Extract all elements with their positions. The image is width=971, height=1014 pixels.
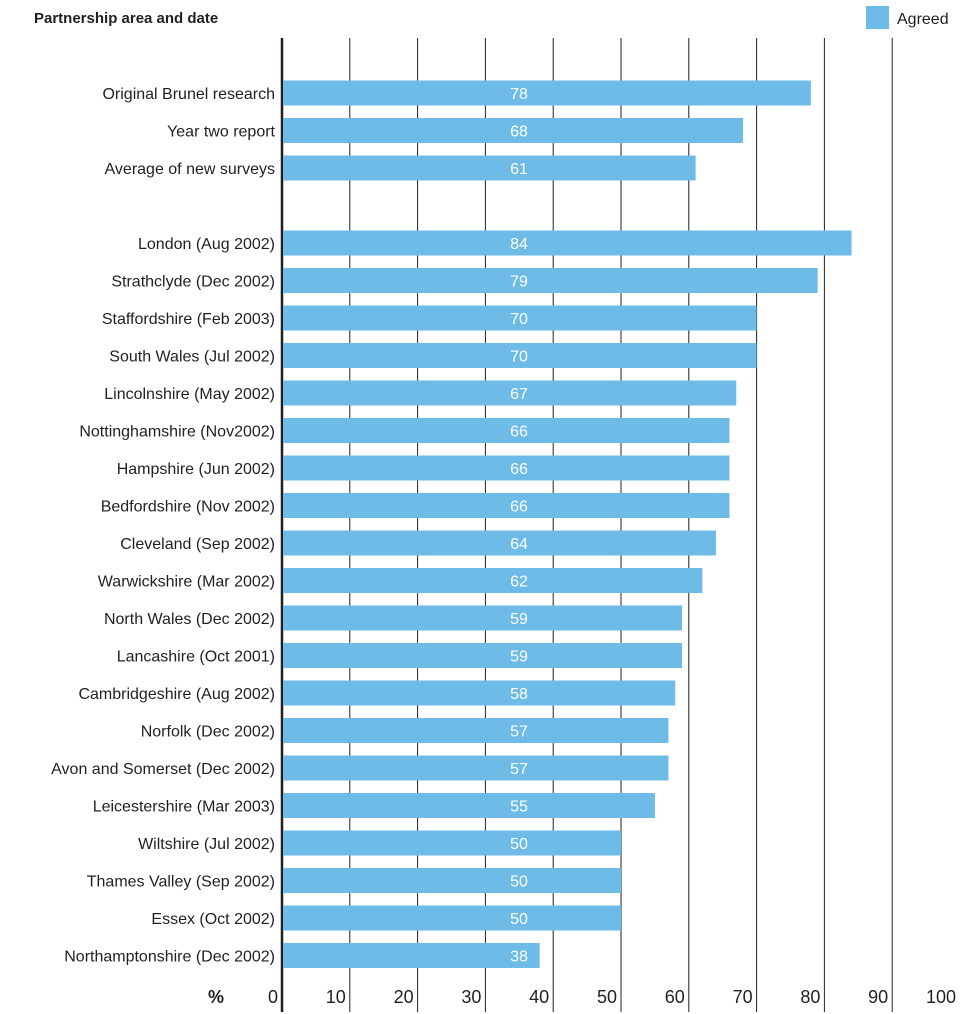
- category-label: Thames Valley (Sep 2002): [87, 874, 275, 891]
- category-label: Norfolk (Dec 2002): [141, 724, 275, 741]
- x-tick-label-100: 100: [926, 987, 956, 1007]
- bar: [283, 230, 852, 256]
- bar: [283, 493, 730, 518]
- category-label: Staffordshire (Feb 2003): [102, 311, 275, 328]
- bar: [283, 455, 730, 481]
- bar-value-label: 66: [510, 424, 528, 441]
- bar: [283, 868, 621, 893]
- bar-value-label: 62: [510, 574, 528, 591]
- x-tick-label-20: 20: [394, 987, 414, 1007]
- x-axis-unit-label: %: [208, 987, 224, 1007]
- bar-value-label: 67: [510, 386, 528, 403]
- chart-heading: Partnership area and date: [34, 10, 218, 27]
- bar: [283, 343, 757, 368]
- bar: [283, 943, 540, 968]
- bar-value-label: 70: [510, 349, 528, 366]
- x-tick-label-60: 60: [665, 987, 685, 1007]
- bar-value-label: 50: [510, 836, 528, 853]
- bar: [283, 718, 669, 743]
- x-tick-label-90: 90: [868, 987, 888, 1007]
- category-label: Nottinghamshire (Nov2002): [79, 424, 275, 441]
- category-label: Avon and Somerset (Dec 2002): [51, 761, 275, 778]
- bar: [283, 830, 621, 856]
- bar-value-label: 66: [510, 461, 528, 478]
- category-label: Lancashire (Oct 2001): [117, 649, 275, 666]
- bar-value-label: 50: [510, 874, 528, 891]
- bar-value-label: 57: [510, 761, 528, 778]
- bar-value-label: 66: [510, 499, 528, 516]
- x-tick-label-30: 30: [461, 987, 481, 1007]
- x-tick-label-0: 0: [268, 987, 278, 1007]
- category-label: Lincolnshire (May 2002): [104, 386, 275, 403]
- bar: [283, 568, 703, 593]
- category-label: Warwickshire (Mar 2002): [98, 574, 275, 591]
- bar: [283, 80, 811, 106]
- bar-value-label: 84: [510, 236, 528, 253]
- bar: [283, 680, 676, 706]
- bar: [283, 643, 683, 668]
- bars: 78 68 61 84 79 70 70 67 66 66 66 64 62 59 59 58 57 57 55 50…: [283, 80, 852, 968]
- bar: [283, 605, 683, 631]
- bar: [283, 530, 716, 556]
- category-label: London (Aug 2002): [138, 236, 275, 253]
- category-labels: Original Brunel research Year two report A…: [51, 86, 275, 966]
- category-label: South Wales (Jul 2002): [109, 349, 275, 366]
- bar-value-label: 70: [510, 311, 528, 328]
- bar-value-label: 50: [510, 911, 528, 928]
- category-label: Cleveland (Sep 2002): [120, 536, 275, 553]
- category-label: Northamptonshire (Dec 2002): [64, 949, 275, 966]
- bar: [283, 418, 730, 443]
- bar: [283, 755, 669, 781]
- bar: [283, 118, 744, 143]
- bar-value-label: 79: [510, 274, 528, 291]
- bar: [283, 380, 737, 406]
- bar-value-label: 59: [510, 611, 528, 628]
- bar: [283, 905, 621, 931]
- x-tick-label-10: 10: [326, 987, 346, 1007]
- category-label: Average of new surveys: [105, 161, 275, 178]
- bar-value-label: 61: [510, 161, 528, 178]
- bar: [283, 268, 818, 293]
- bar: [283, 793, 655, 818]
- bar-value-label: 57: [510, 724, 528, 741]
- category-label: Wiltshire (Jul 2002): [138, 836, 275, 853]
- category-label: Original Brunel research: [102, 86, 275, 103]
- bar-value-label: 55: [510, 799, 528, 816]
- x-axis-ticks: 0 10 20 30 40 50 60 70 80 90 100: [268, 987, 956, 1007]
- gridlines: [280, 38, 893, 1012]
- bar-value-label: 59: [510, 649, 528, 666]
- category-label: North Wales (Dec 2002): [104, 611, 275, 628]
- category-label: Bedfordshire (Nov 2002): [101, 499, 275, 516]
- bar: [283, 305, 757, 331]
- category-label: Cambridgeshire (Aug 2002): [78, 686, 275, 703]
- x-tick-label-80: 80: [800, 987, 820, 1007]
- category-label: Year two report: [167, 124, 275, 141]
- bar-value-label: 38: [510, 949, 528, 966]
- bar-value-label: 64: [510, 536, 528, 553]
- category-label: Essex (Oct 2002): [151, 911, 275, 928]
- bar: [283, 155, 696, 181]
- bar-value-label: 68: [510, 124, 528, 141]
- bar-value-label: 78: [510, 86, 528, 103]
- x-tick-label-50: 50: [597, 987, 617, 1007]
- x-tick-label-70: 70: [733, 987, 753, 1007]
- legend-label-agreed: Agreed: [897, 11, 949, 28]
- category-label: Strathclyde (Dec 2002): [111, 274, 275, 291]
- category-label: Hampshire (Jun 2002): [117, 461, 275, 478]
- category-label: Leicestershire (Mar 2003): [93, 799, 275, 816]
- legend-swatch: [866, 6, 889, 29]
- bar-value-label: 58: [510, 686, 528, 703]
- x-tick-label-40: 40: [529, 987, 549, 1007]
